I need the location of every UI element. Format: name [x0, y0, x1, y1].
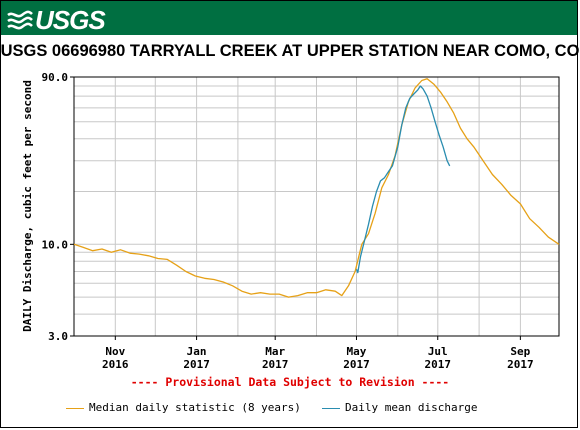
- x-tick-month-label: Jul: [428, 345, 448, 358]
- legend-swatch-median: [66, 407, 84, 409]
- x-tick-year-label: 2017: [507, 358, 534, 371]
- y-tick-labels: 3.0 10.0 90.0: [42, 71, 74, 343]
- median-series-line: [73, 78, 560, 298]
- y-axis-label: DAILY Discharge, cubic feet per second: [21, 80, 34, 332]
- y-tick-label: 90.0: [42, 71, 69, 84]
- chart-title: USGS 06696980 TARRYALL CREEK AT UPPER ST…: [0, 42, 580, 60]
- x-tick-month-label: May: [347, 345, 367, 358]
- legend: Median daily statistic (8 years) Daily m…: [0, 401, 580, 419]
- x-tick-year-label: 2017: [425, 358, 452, 371]
- grid-lines: [74, 77, 559, 336]
- x-tick-labels: Nov2016Jan2017Mar2017May2017Jul2017Sep20…: [102, 336, 534, 371]
- x-tick-year-label: 2017: [343, 358, 370, 371]
- x-tick-month-label: Sep: [510, 345, 530, 358]
- provisional-note: ---- Provisional Data Subject to Revisio…: [130, 375, 450, 389]
- legend-item-daily-mean: Daily mean discharge: [322, 401, 477, 414]
- x-tick-month-label: Nov: [105, 345, 125, 358]
- x-tick-month-label: Jan: [187, 345, 207, 358]
- y-tick-label: 10.0: [42, 238, 69, 251]
- x-tick-year-label: 2017: [262, 358, 289, 371]
- plot-area-border: [73, 76, 560, 337]
- usgs-wave-icon: [7, 10, 33, 30]
- legend-label-daily-mean: Daily mean discharge: [345, 401, 478, 414]
- daily-mean-series-line: [355, 85, 451, 274]
- y-tick-label: 3.0: [48, 330, 68, 343]
- usgs-logo-text: USGS: [35, 5, 106, 35]
- legend-label-median: Median daily statistic (8 years): [89, 401, 301, 414]
- usgs-banner: USGS: [1, 1, 577, 35]
- legend-swatch-daily-mean: [322, 407, 340, 409]
- x-tick-year-label: 2016: [102, 358, 129, 371]
- x-tick-year-label: 2017: [183, 358, 210, 371]
- x-tick-month-label: Mar: [265, 345, 285, 358]
- series-lines: [73, 78, 560, 298]
- usgs-logo: USGS: [7, 5, 106, 36]
- legend-item-median: Median daily statistic (8 years): [66, 401, 301, 414]
